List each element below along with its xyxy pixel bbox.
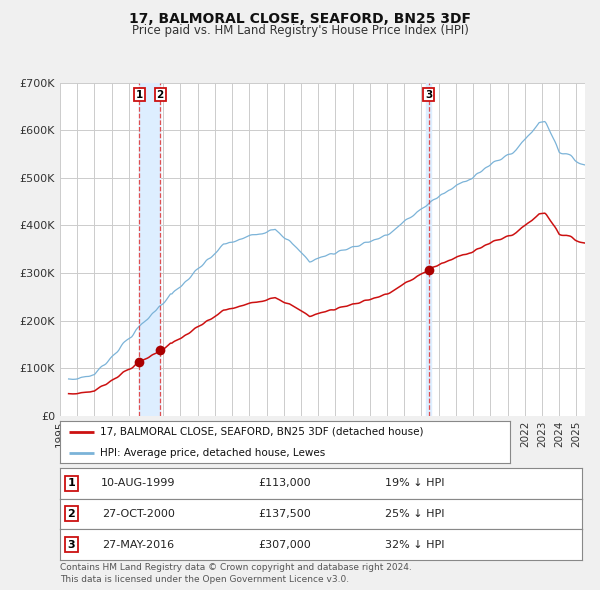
Text: Contains HM Land Registry data © Crown copyright and database right 2024.
This d: Contains HM Land Registry data © Crown c… bbox=[60, 563, 412, 584]
Text: £137,500: £137,500 bbox=[258, 509, 311, 519]
Text: £113,000: £113,000 bbox=[258, 478, 311, 488]
Text: 17, BALMORAL CLOSE, SEAFORD, BN25 3DF (detached house): 17, BALMORAL CLOSE, SEAFORD, BN25 3DF (d… bbox=[101, 427, 424, 437]
Text: 3: 3 bbox=[68, 540, 75, 549]
Text: 27-MAY-2016: 27-MAY-2016 bbox=[102, 540, 175, 549]
Text: 3: 3 bbox=[425, 90, 432, 100]
Text: HPI: Average price, detached house, Lewes: HPI: Average price, detached house, Lewe… bbox=[101, 448, 326, 458]
Text: 27-OCT-2000: 27-OCT-2000 bbox=[102, 509, 175, 519]
Text: 1: 1 bbox=[68, 478, 76, 488]
Bar bbox=[139, 83, 160, 416]
Text: £307,000: £307,000 bbox=[258, 540, 311, 549]
Text: 10-AUG-1999: 10-AUG-1999 bbox=[101, 478, 176, 488]
Text: Price paid vs. HM Land Registry's House Price Index (HPI): Price paid vs. HM Land Registry's House … bbox=[131, 24, 469, 37]
Text: 32% ↓ HPI: 32% ↓ HPI bbox=[385, 540, 445, 549]
Text: 2: 2 bbox=[68, 509, 76, 519]
Text: 2: 2 bbox=[157, 90, 164, 100]
Text: 1: 1 bbox=[136, 90, 143, 100]
Text: 17, BALMORAL CLOSE, SEAFORD, BN25 3DF: 17, BALMORAL CLOSE, SEAFORD, BN25 3DF bbox=[129, 12, 471, 26]
Bar bbox=[426, 83, 431, 416]
Text: 25% ↓ HPI: 25% ↓ HPI bbox=[385, 509, 445, 519]
Text: 19% ↓ HPI: 19% ↓ HPI bbox=[385, 478, 445, 488]
